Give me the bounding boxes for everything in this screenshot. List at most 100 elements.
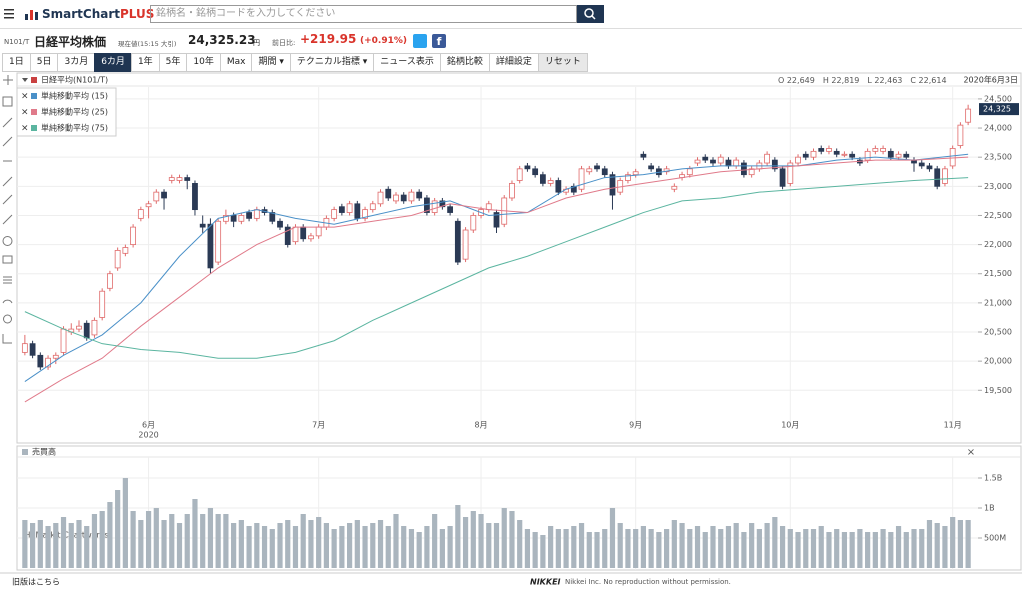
candle-body bbox=[880, 148, 886, 152]
volume-bar bbox=[725, 526, 732, 568]
candle-body bbox=[725, 159, 732, 167]
fib-tool[interactable] bbox=[3, 276, 12, 284]
y-tick-label: 24,500 bbox=[984, 94, 1012, 103]
candle-body bbox=[277, 220, 283, 228]
volume-bar bbox=[548, 526, 554, 568]
candle-body bbox=[369, 203, 376, 211]
rect-tool[interactable] bbox=[2, 255, 13, 264]
candle-body bbox=[717, 156, 724, 164]
menu-icon[interactable] bbox=[4, 8, 16, 20]
volume-bar bbox=[895, 526, 902, 568]
tab-label: 期間 bbox=[258, 57, 277, 67]
price-unit: 円 bbox=[253, 39, 260, 47]
ohlc: O 22,649 H 22,819 L 22,463 C 22,614 bbox=[778, 76, 947, 85]
crosshair-tool[interactable] bbox=[3, 75, 13, 85]
top-bar: SmartChartPLUS 銘柄名・銘柄コードを入力してください bbox=[0, 0, 1022, 29]
candle-body bbox=[207, 223, 214, 269]
search-button[interactable] bbox=[577, 5, 604, 23]
volume-bar bbox=[99, 511, 105, 568]
volume-bar bbox=[524, 529, 531, 568]
volume-bar bbox=[277, 523, 283, 568]
candle-body bbox=[833, 150, 840, 155]
candle-body bbox=[161, 191, 167, 199]
line-tool[interactable] bbox=[2, 117, 13, 128]
candle-body bbox=[779, 168, 786, 187]
candle-body bbox=[408, 191, 415, 202]
settings-tool[interactable] bbox=[2, 334, 12, 344]
volume-bar bbox=[176, 523, 183, 568]
zoom-tool[interactable] bbox=[2, 96, 13, 107]
y-tick-label: 23,500 bbox=[984, 153, 1012, 162]
volume-bar bbox=[200, 514, 206, 568]
search-input[interactable]: 銘柄名・銘柄コードを入力してください bbox=[150, 5, 577, 23]
price-caption: 現在値(15:15 大引) bbox=[118, 40, 177, 48]
y-tick-label: 19,500 bbox=[984, 386, 1012, 395]
twitter-button[interactable] bbox=[413, 34, 427, 48]
candle-body bbox=[594, 165, 600, 170]
volume-bar bbox=[718, 529, 724, 568]
volume-bar bbox=[764, 523, 770, 568]
old-version-link[interactable]: 旧版はこちら bbox=[12, 577, 60, 587]
volume-bar bbox=[447, 526, 453, 568]
candle-body bbox=[764, 153, 771, 164]
candle-body bbox=[346, 203, 353, 213]
arrow-tool[interactable] bbox=[2, 214, 13, 225]
arc-tool[interactable] bbox=[2, 299, 13, 304]
quote-name: 日経平均株価 bbox=[34, 35, 107, 49]
volume-bar bbox=[316, 517, 322, 568]
trend-tool[interactable] bbox=[2, 176, 13, 187]
x-tick-label: 9月 bbox=[629, 421, 642, 430]
candle-body bbox=[632, 171, 639, 176]
ma-line bbox=[24, 156, 969, 403]
tab[interactable]: 1年 bbox=[130, 53, 160, 72]
legend-label: 単純移動平均 (75) bbox=[41, 123, 108, 133]
brand: NIKKEI bbox=[530, 578, 561, 587]
candle-body bbox=[771, 159, 778, 170]
tab[interactable]: 5年 bbox=[158, 53, 188, 72]
legend-swatch bbox=[31, 93, 37, 99]
tab[interactable]: ニュース表示 bbox=[373, 53, 441, 72]
volume-bar bbox=[493, 523, 500, 568]
candle-body bbox=[802, 153, 809, 158]
close-button[interactable]: × bbox=[967, 447, 975, 458]
volume-bar bbox=[261, 526, 268, 568]
candle-body bbox=[362, 209, 368, 219]
volume-bar bbox=[377, 520, 384, 568]
volume-bar bbox=[393, 514, 399, 568]
volume-bar bbox=[370, 523, 376, 568]
volume-bar bbox=[826, 532, 832, 568]
candle-body bbox=[454, 220, 461, 263]
candle-body bbox=[918, 162, 925, 167]
ray-tool[interactable] bbox=[2, 136, 13, 147]
volume-bar bbox=[346, 523, 353, 568]
channel-tool[interactable] bbox=[2, 194, 13, 205]
collapse-arrow[interactable] bbox=[22, 78, 28, 82]
tab[interactable]: リセット bbox=[537, 53, 588, 72]
tab[interactable]: 1日 bbox=[2, 53, 31, 72]
dropdown-arrow: ▾ bbox=[276, 57, 284, 67]
candle-body bbox=[45, 357, 51, 368]
ohlc-value: L 22,463 bbox=[867, 76, 902, 85]
volume-bar bbox=[872, 532, 878, 568]
volume-bar bbox=[625, 529, 631, 568]
facebook-button[interactable]: f bbox=[432, 34, 446, 48]
x-year-label: 2020 bbox=[138, 431, 158, 440]
volume-bar bbox=[919, 529, 925, 568]
circle-tool[interactable] bbox=[2, 236, 13, 246]
volume-bar bbox=[215, 514, 221, 568]
price-frame bbox=[16, 72, 1022, 444]
candle-body bbox=[400, 194, 407, 202]
logo-main: SmartChart bbox=[42, 7, 120, 21]
logo[interactable]: SmartChartPLUS bbox=[42, 7, 154, 21]
tab[interactable]: テクニカル指標 ▾ bbox=[289, 53, 375, 72]
candle-body bbox=[640, 153, 647, 158]
volume-bar bbox=[810, 529, 817, 568]
candle-body bbox=[222, 215, 229, 222]
erase-tool[interactable] bbox=[3, 314, 12, 324]
tab[interactable]: Max bbox=[219, 53, 253, 72]
candle-body bbox=[338, 206, 345, 213]
volume-bar bbox=[207, 508, 214, 568]
volume-bar bbox=[323, 523, 330, 568]
candle-body bbox=[795, 156, 801, 164]
